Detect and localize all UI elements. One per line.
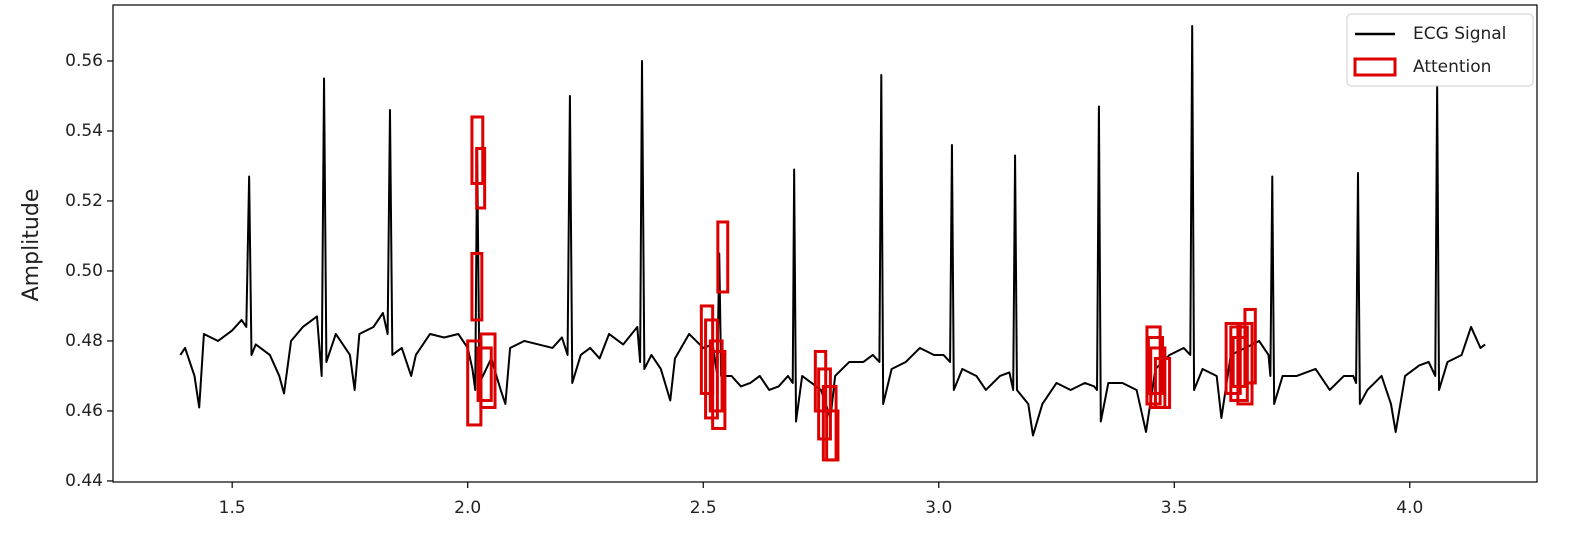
y-tick-label: 0.56: [65, 51, 103, 71]
attention-box: [1231, 335, 1247, 388]
legend-label: ECG Signal: [1413, 24, 1506, 44]
x-tick-label: 2.0: [454, 498, 481, 518]
legend-swatch: [1353, 57, 1397, 77]
attention-box: [813, 349, 828, 413]
y-tick-label: 0.50: [65, 261, 103, 281]
attention-box: [470, 251, 484, 322]
attention-box: [711, 349, 727, 430]
x-tick-label: 4.0: [1396, 498, 1423, 518]
attention-box: [1146, 335, 1165, 395]
attention-box: [716, 220, 730, 294]
attention-box: [1224, 321, 1242, 395]
y-tick-label: 0.54: [65, 121, 103, 141]
y-tick-label: 0.46: [65, 401, 103, 421]
y-tick-label: 0.52: [65, 191, 103, 211]
y-axis-label: Amplitude: [19, 189, 44, 302]
attention-box: [479, 332, 497, 409]
y-tick-label: 0.44: [65, 471, 103, 491]
x-tick-label: 1.5: [219, 498, 246, 518]
attention-box: [825, 409, 840, 462]
legend-label: Attention: [1413, 57, 1491, 77]
signal-line: [179, 25, 1486, 437]
plot-frame: [112, 4, 1538, 483]
attention-box: [708, 339, 724, 413]
x-tick-label: 3.0: [925, 498, 952, 518]
y-tick-label: 0.48: [65, 331, 103, 351]
x-tick-label: 2.5: [690, 498, 717, 518]
attention-box: [475, 146, 487, 210]
attention-box: [476, 346, 493, 402]
x-tick-label: 3.5: [1161, 498, 1188, 518]
